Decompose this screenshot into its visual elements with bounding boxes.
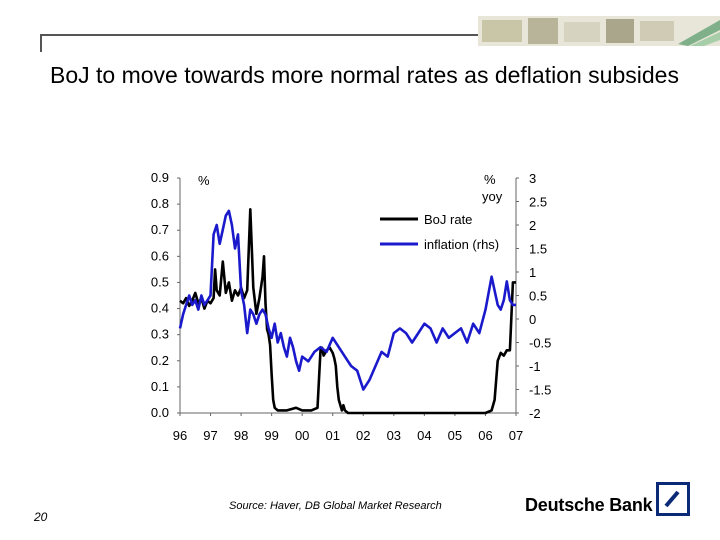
left-tick-label: 0.4 [151, 301, 169, 316]
inflation-line [178, 209, 516, 391]
x-tick-label: 96 [173, 428, 187, 443]
x-tick-label: 02 [356, 428, 370, 443]
boj-rate-line [179, 208, 516, 415]
right-tick-label: -1.5 [529, 383, 551, 398]
x-tick-label: 06 [478, 428, 492, 443]
right-tick-label: 0 [529, 312, 536, 327]
x-tick-label: 03 [387, 428, 401, 443]
right-unit-label: % [484, 172, 496, 187]
deutsche-bank-logo-icon [656, 482, 690, 516]
right-tick-label: 3 [529, 171, 536, 186]
plot-area [180, 178, 516, 413]
x-tick-label: 97 [203, 428, 217, 443]
left-tick-label: 0.6 [151, 248, 169, 263]
x-tick-label: 05 [448, 428, 462, 443]
page-number: 20 [34, 510, 48, 524]
right-tick-label: 1 [529, 265, 536, 280]
left-tick-label: 0.3 [151, 327, 169, 342]
right-unit-sublabel: yoy [482, 189, 503, 204]
right-tick-label: 2.5 [529, 195, 547, 210]
title-bracket-tick [40, 34, 42, 52]
right-tick-label: 1.5 [529, 242, 547, 257]
x-tick-label: 01 [325, 428, 339, 443]
left-tick-label: 0.2 [151, 353, 169, 368]
brand-name: Deutsche Bank [525, 495, 653, 515]
right-tick-label: -2 [529, 406, 541, 421]
x-tick-label: 04 [417, 428, 431, 443]
right-tick-label: 2 [529, 218, 536, 233]
header-banner-image [478, 16, 720, 46]
x-tick-label: 99 [264, 428, 278, 443]
x-tick-label: 07 [509, 428, 523, 443]
x-tick-label: 00 [295, 428, 309, 443]
left-tick-label: 0.5 [151, 274, 169, 289]
legend-label: inflation (rhs) [424, 237, 499, 252]
slide-title: BoJ to move towards more normal rates as… [50, 62, 679, 88]
source-note: Source: Haver, DB Global Market Research [229, 500, 442, 512]
left-tick-label: 0.8 [151, 196, 169, 211]
left-unit-label: % [198, 173, 210, 188]
right-tick-label: -0.5 [529, 336, 551, 351]
left-tick-label: 0.7 [151, 222, 169, 237]
left-tick-label: 0.0 [151, 405, 169, 420]
left-tick-label: 0.9 [151, 170, 169, 185]
left-tick-label: 0.1 [151, 379, 169, 394]
x-tick-label: 98 [234, 428, 248, 443]
title-bracket-line [40, 34, 480, 36]
right-tick-label: -1 [529, 359, 541, 374]
right-tick-label: 0.5 [529, 289, 547, 304]
legend-label: BoJ rate [424, 212, 472, 227]
